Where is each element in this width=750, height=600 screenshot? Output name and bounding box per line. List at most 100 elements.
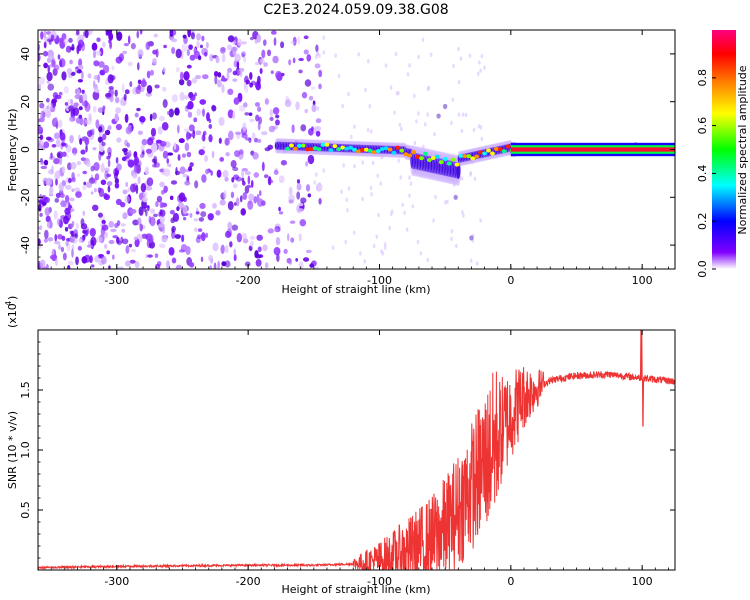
heatmap-noise-cell	[208, 134, 213, 143]
heatmap-noise-cell	[284, 99, 292, 108]
heatmap-faint-cell	[369, 129, 373, 134]
heatmap-noise-cell	[134, 238, 140, 248]
heatmap-core-cell	[501, 149, 507, 154]
heatmap-core-cell	[423, 151, 428, 156]
heatmap-noise-cell	[202, 130, 207, 136]
heatmap-noise-cell	[149, 69, 155, 76]
x-tick-label: -300	[104, 575, 129, 588]
heatmap-noise-cell	[174, 107, 180, 116]
heatmap-noise-cell	[129, 81, 133, 88]
colorbar-gradient	[712, 30, 736, 269]
heatmap-noise-cell	[71, 188, 75, 193]
heatmap-noise-cell	[74, 94, 82, 100]
heatmap-noise-cell	[56, 218, 61, 226]
heatmap-noise-cell	[256, 75, 261, 85]
heatmap-noise-cell	[69, 197, 75, 202]
heatmap-noise-cell	[38, 203, 42, 212]
heatmap-noise-cell	[257, 138, 262, 143]
heatmap-faint-cell	[417, 111, 420, 116]
heatmap-noise-cell	[253, 172, 260, 178]
heatmap-noise-cell	[48, 186, 54, 196]
heatmap-noise-cell	[224, 230, 232, 239]
heatmap-noise-cell	[234, 202, 237, 206]
snr-panel: -300 -200 -100 0 100 0.5 1.0 1.5 Height of str…	[4, 296, 676, 596]
heatmap-faint-cell	[432, 218, 435, 223]
snr-scale-close: )	[6, 296, 19, 300]
heatmap-noise-cell	[256, 34, 262, 43]
heatmap-noise-cell	[159, 140, 167, 147]
snr-x-axis: -300 -200 -100 0 100	[50, 330, 669, 588]
heatmap-noise-cell	[76, 88, 81, 96]
heatmap-noise-cell	[197, 228, 203, 233]
heatmap-noise-cell	[247, 200, 254, 210]
heatmap-noise-cell	[261, 49, 266, 59]
heatmap-noise-cell	[261, 161, 265, 172]
heatmap-noise-cell	[234, 53, 241, 63]
heatmap-noise-cell	[137, 130, 143, 135]
heatmap-noise-cell	[77, 39, 85, 48]
heatmap-core-cell	[356, 149, 361, 154]
heatmap-faint-cell	[331, 245, 335, 250]
heatmap-noise-cell	[270, 30, 277, 35]
heatmap-noise-cell	[98, 126, 103, 133]
heatmap-noise-cell	[157, 223, 165, 228]
heatmap-noise-cell	[176, 206, 180, 212]
heatmap-noise-cell	[93, 88, 100, 93]
heatmap-noise-cell	[115, 156, 119, 164]
heatmap-noise-cell	[81, 71, 84, 80]
heatmap-faint-cell	[352, 230, 356, 235]
heatmap-noise-cell	[216, 169, 222, 178]
heatmap-noise-cell	[130, 42, 136, 50]
heatmap-noise-cell	[139, 153, 145, 159]
heatmap-noise-cell	[139, 223, 143, 232]
heatmap-noise-cell	[233, 254, 237, 262]
heatmap-core-cell	[328, 148, 334, 153]
heatmap-noise-cell	[85, 117, 92, 125]
heatmap-noise-cell	[187, 100, 194, 110]
colorbar-tick-label: 0.6	[696, 117, 709, 135]
heatmap-noise-cell	[227, 44, 233, 51]
heatmap-noise-cell	[267, 228, 274, 234]
heatmap-faint-cell	[413, 93, 416, 99]
heatmap-noise-cell	[43, 238, 48, 243]
heatmap-noise-cell	[96, 236, 103, 243]
heatmap-noise-cell	[58, 244, 61, 250]
heatmap-core-cell	[490, 151, 495, 156]
heatmap-faint-cell	[423, 122, 427, 127]
heatmap-noise-cell	[256, 193, 260, 203]
heatmap-noise-cell	[159, 181, 165, 188]
heatmap-core-cell	[363, 147, 369, 152]
heatmap-noise-cell	[38, 118, 41, 123]
heatmap-noise-cell	[58, 182, 64, 192]
heatmap-noise-cell	[149, 216, 156, 227]
heatmap-noise-cell	[59, 132, 66, 141]
heatmap-faint-cell	[344, 239, 347, 245]
heatmap-noise-cell	[314, 126, 322, 132]
heatmap-noise-cell	[299, 219, 307, 227]
heatmap-noise-cell	[254, 61, 260, 66]
heatmap-noise-cell	[210, 170, 213, 176]
heatmap-noise-cell	[278, 211, 284, 215]
heatmap-noise-cell	[136, 107, 141, 112]
heatmap-faint-cell	[457, 46, 460, 52]
heatmap-noise-cell	[297, 208, 305, 212]
heatmap-noise-cell	[305, 249, 312, 254]
heatmap-noise-cell	[280, 159, 287, 166]
heatmap-noise-cell	[116, 137, 122, 143]
heatmap-noise-cell	[197, 234, 202, 239]
heatmap-noise-cell	[195, 130, 202, 136]
heatmap-noise-cell	[102, 64, 110, 74]
heatmap-noise-cell	[171, 47, 176, 55]
heatmap-outlier-cell	[453, 194, 458, 200]
heatmap-noise-cell	[186, 64, 192, 69]
heatmap-noise-cell	[51, 165, 54, 175]
heatmap-noise-cell	[92, 204, 99, 212]
heatmap-noise-cell	[92, 50, 97, 59]
heatmap-core-cell	[466, 154, 472, 159]
heatmap-noise-cell	[200, 232, 206, 242]
heatmap-noise-cell	[276, 253, 280, 263]
heatmap-noise-cell	[40, 110, 45, 121]
heatmap-noise-cell	[50, 152, 53, 159]
heatmap-noise-cell	[257, 106, 262, 112]
heatmap-noise-cell	[58, 58, 66, 68]
